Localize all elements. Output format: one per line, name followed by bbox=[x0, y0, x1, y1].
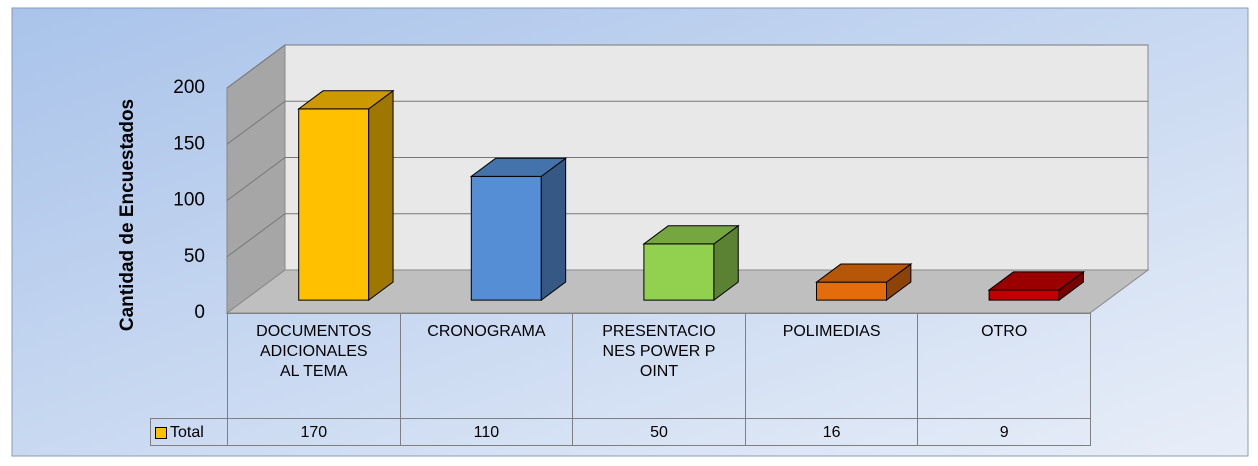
bar-front bbox=[643, 243, 715, 301]
bar-side bbox=[368, 89, 394, 302]
bar bbox=[814, 263, 913, 302]
value-cell: 110 bbox=[399, 418, 574, 446]
bar-top bbox=[814, 263, 913, 283]
legend-label: Total bbox=[170, 424, 204, 441]
y-tick-label: 150 bbox=[173, 133, 205, 154]
grid-line bbox=[226, 157, 1148, 201]
category-cell: POLIMEDIAS bbox=[744, 313, 919, 419]
grid-line bbox=[226, 44, 1148, 89]
y-tick-label: 200 bbox=[173, 77, 205, 98]
bar-front bbox=[816, 281, 887, 301]
bar bbox=[642, 224, 740, 302]
y-tick-label: 50 bbox=[184, 246, 205, 267]
bar-top bbox=[987, 271, 1085, 291]
bar-side bbox=[540, 157, 567, 302]
bar-top bbox=[642, 225, 740, 245]
y-axis-label: Cantidad de Encuestados bbox=[117, 99, 138, 331]
grid-line bbox=[226, 213, 1148, 258]
legend-key bbox=[155, 426, 167, 439]
bar bbox=[469, 157, 568, 302]
category-cell: PRESENTACIONES POWER POINT bbox=[572, 313, 746, 419]
bar-front bbox=[470, 175, 542, 301]
category-cell: DOCUMENTOS ADICIONALES AL TEMA bbox=[227, 313, 401, 419]
category-cell: OTRO bbox=[917, 313, 1091, 419]
bar-front bbox=[988, 289, 1060, 301]
category-cell: CRONOGRAMA bbox=[399, 313, 574, 419]
bar-top bbox=[469, 157, 568, 177]
bar-top bbox=[297, 90, 395, 110]
grid-line bbox=[226, 100, 1148, 145]
value-cell: 9 bbox=[917, 418, 1091, 446]
y-tick-label: 0 bbox=[194, 302, 205, 323]
y-tick-label: 100 bbox=[173, 190, 205, 211]
value-cell: 170 bbox=[227, 418, 401, 446]
value-cell: 50 bbox=[572, 418, 746, 446]
bar-front bbox=[298, 108, 370, 301]
bar bbox=[987, 270, 1085, 302]
legend-cell: Total bbox=[150, 418, 228, 446]
value-cell: 16 bbox=[744, 418, 919, 446]
bar bbox=[297, 89, 395, 302]
